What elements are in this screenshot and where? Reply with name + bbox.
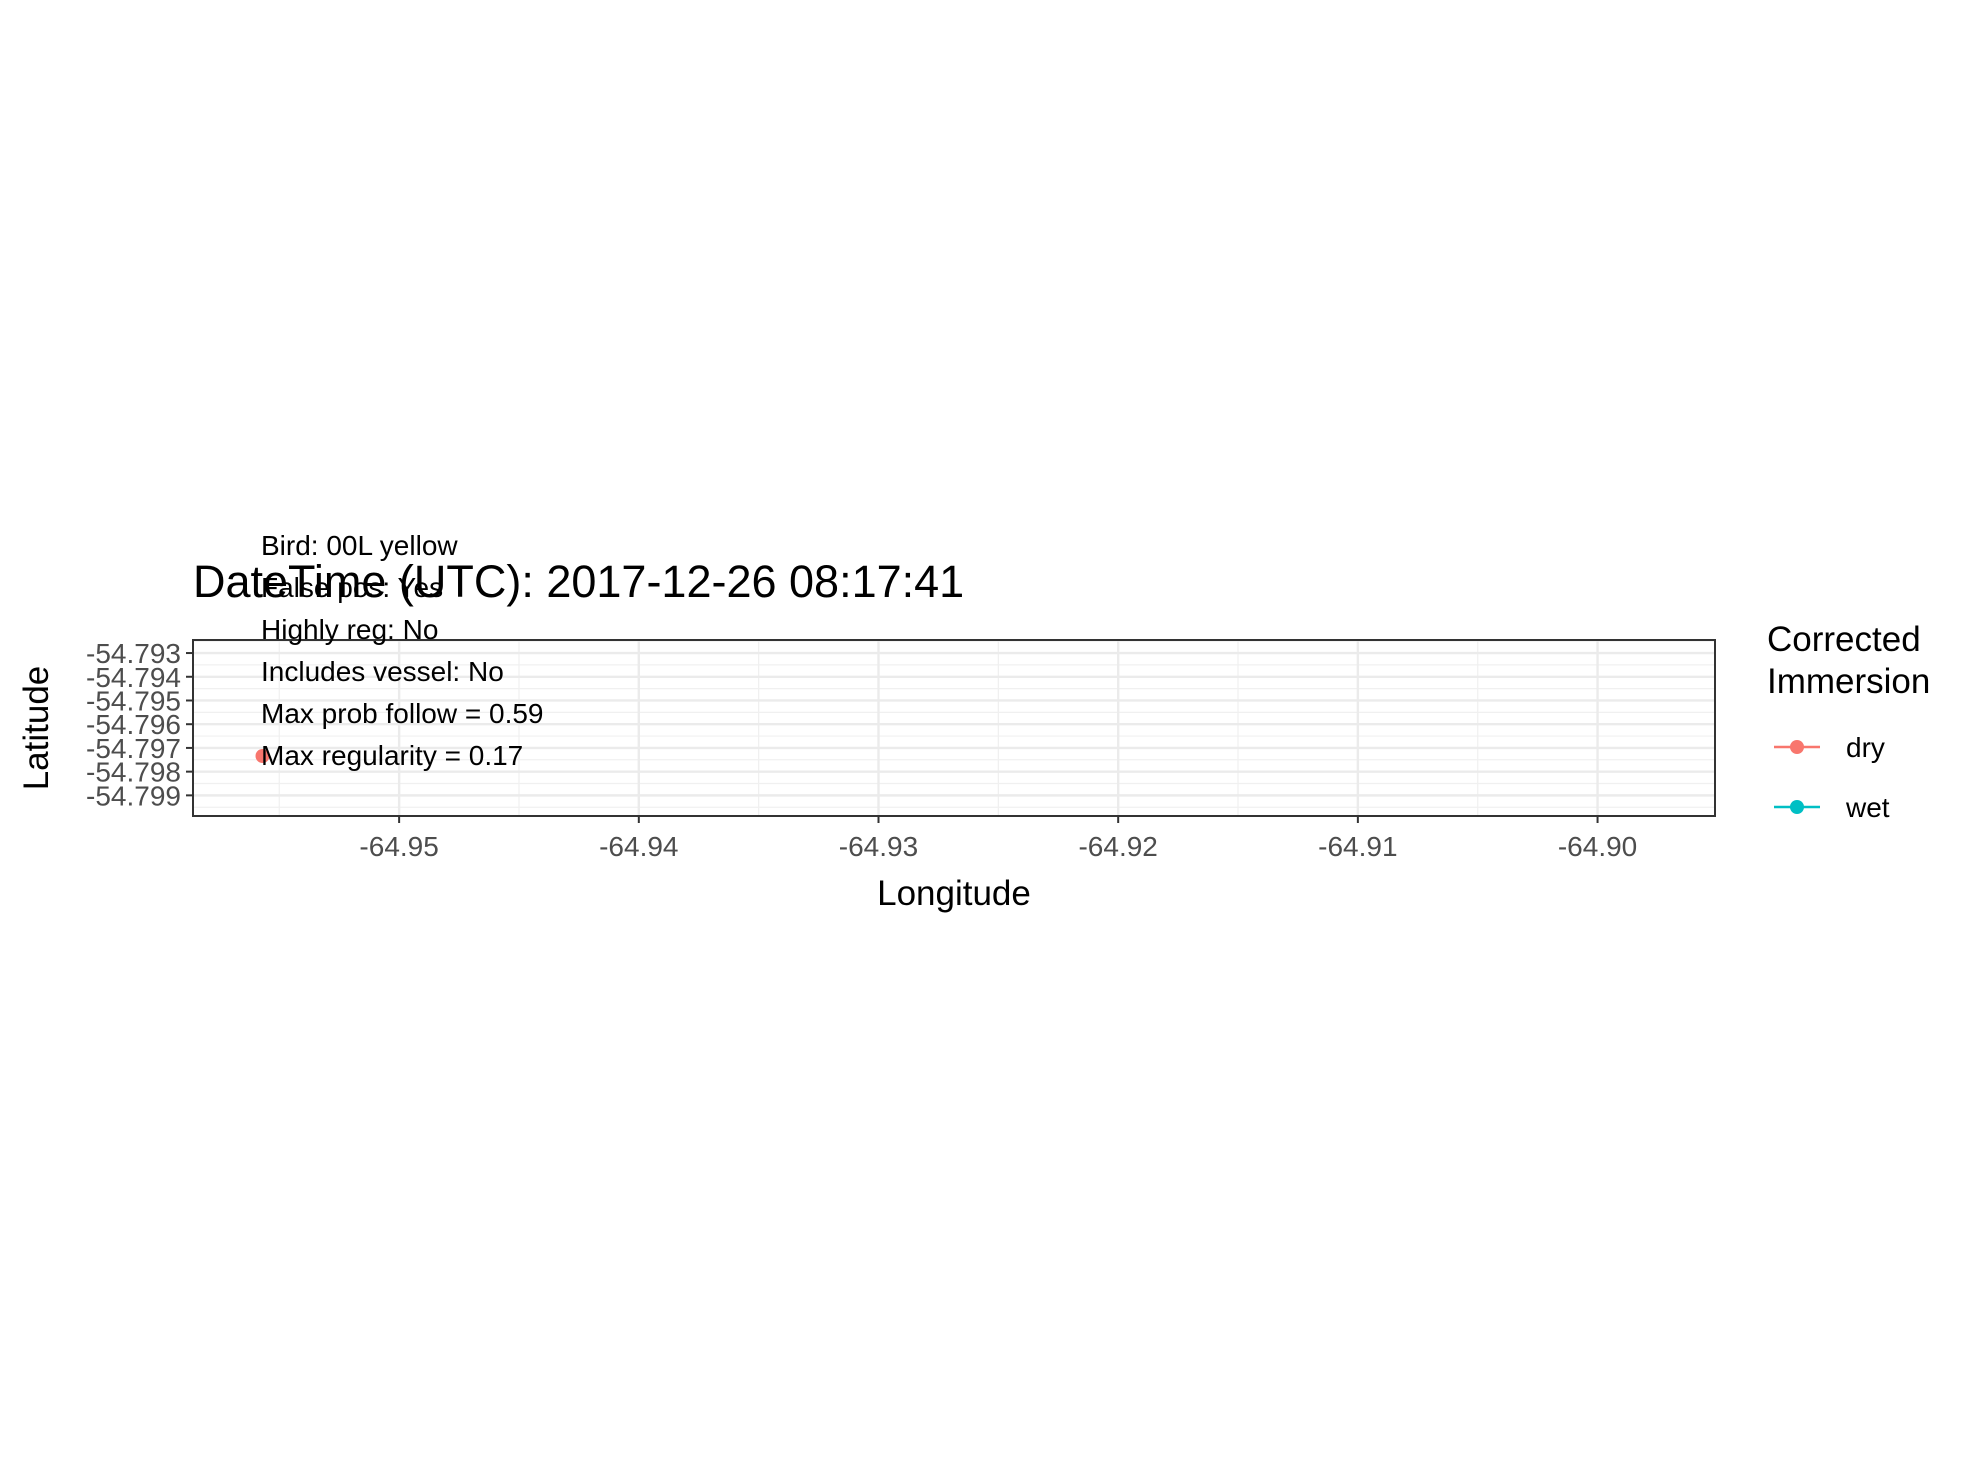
y-tick-label: -54.796	[86, 709, 181, 740]
minor-gridlines	[193, 640, 1715, 816]
x-axis: -64.95 -64.94 -64.93 -64.92 -64.91 -64.90	[359, 816, 1637, 862]
plot-title: DateTime (UTC): 2017-12-26 08:17:41	[193, 556, 964, 607]
x-tick-label: -64.90	[1558, 831, 1637, 862]
x-tick-label: -64.94	[599, 831, 678, 862]
legend-label-dry: dry	[1846, 732, 1885, 763]
x-tick-label: -64.92	[1078, 831, 1157, 862]
data-point-dry	[255, 748, 270, 763]
y-tick-label: -54.795	[86, 685, 181, 716]
annotation-includes-vessel: Includes vessel: No	[261, 656, 504, 687]
plot-panel-border	[192, 639, 1716, 817]
legend-item-dry: dry	[1774, 732, 1885, 763]
y-axis: -54.793-54.794-54.795-54.796-54.797-54.7…	[86, 638, 193, 811]
legend-item-wet: wet	[1774, 792, 1890, 823]
x-tick-label: -64.91	[1318, 831, 1397, 862]
plot-panel-background	[193, 640, 1715, 816]
annotation-max-regularity: Max regularity = 0.17	[261, 740, 523, 771]
major-gridlines	[193, 640, 1715, 816]
y-tick-label: -54.797	[86, 733, 181, 764]
annotation-max-prob-follow: Max prob follow = 0.59	[261, 698, 544, 729]
legend-label-wet: wet	[1845, 792, 1890, 823]
x-tick-label: -64.93	[839, 831, 918, 862]
legend-key-point-dry	[1790, 740, 1804, 754]
data-points	[255, 748, 270, 763]
annotation-false-pos: False pos: Yes	[261, 572, 443, 603]
legend: Corrected Immersion dry wet	[1767, 620, 1930, 823]
y-tick-label: -54.798	[86, 757, 181, 788]
y-tick-label: -54.793	[86, 638, 181, 669]
legend-key-point-wet	[1790, 800, 1804, 814]
annotation-bird: Bird: 00L yellow	[261, 530, 458, 561]
annotation-block: Bird: 00L yellow False pos: Yes Highly r…	[261, 530, 544, 771]
legend-title-line-1: Corrected	[1767, 620, 1921, 659]
annotation-highly-reg: Highly reg: No	[261, 614, 438, 645]
y-tick-label: -54.794	[86, 662, 181, 693]
x-tick-label: -64.95	[359, 831, 438, 862]
x-axis-title: Longitude	[877, 874, 1031, 913]
y-axis-title: Latitude	[17, 666, 56, 791]
y-tick-label: -54.799	[86, 780, 181, 811]
legend-title-line-2: Immersion	[1767, 662, 1930, 701]
